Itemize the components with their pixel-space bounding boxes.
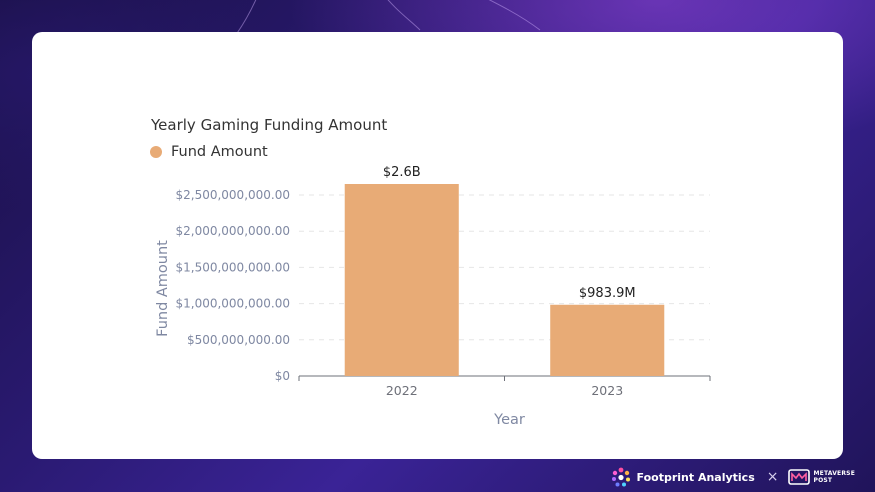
chart-legend[interactable]: Fund Amount (150, 144, 268, 160)
y-tick-label: $500,000,000.00 (187, 333, 290, 347)
x-tick-label: 2022 (386, 383, 418, 398)
y-tick-label: $1,000,000,000.00 (175, 297, 290, 311)
chart-card: Yearly Gaming Funding Amount Fund Amount… (32, 32, 843, 459)
legend-label: Fund Amount (171, 144, 268, 160)
chart-title: Yearly Gaming Funding Amount (151, 116, 388, 134)
y-tick-label: $2,000,000,000.00 (175, 224, 290, 238)
metaverse-post-wordmark: METAVERSE POST (813, 470, 855, 484)
y-tick-label: $1,500,000,000.00 (175, 260, 290, 274)
footprint-logo-icon (611, 467, 630, 487)
footer-branding: Footprint Analytics × METAVERSE POST (610, 465, 855, 489)
bar-chart: $0 $500,000,000.00 $1,000,000,000.00 $1,500… (155, 165, 711, 428)
bar (344, 184, 459, 376)
y-tick-label: $0 (275, 369, 290, 383)
metaverse-post-logo-icon (788, 469, 811, 485)
bar-value-label: $2.6B (383, 165, 421, 180)
legend-swatch (150, 146, 162, 158)
y-axis-title: Fund Amount (155, 240, 171, 337)
separator-x: × (766, 469, 779, 485)
x-axis-title: Year (493, 412, 525, 428)
y-tick-label: $2,500,000,000.00 (175, 188, 290, 202)
footprint-brand-text: Footprint Analytics (636, 470, 755, 484)
x-tick-label: 2023 (591, 383, 623, 398)
bar-value-label: $983.9M (579, 286, 636, 301)
bar (550, 304, 665, 376)
